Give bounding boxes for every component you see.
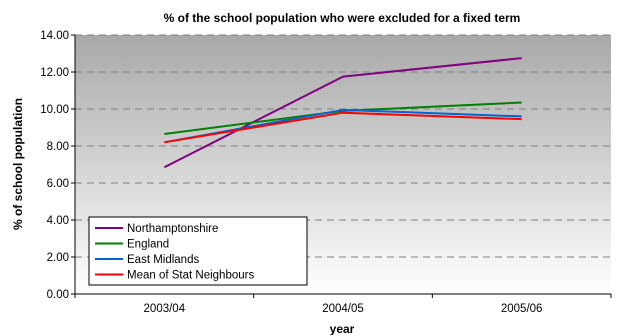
y-axis-ticks: 0.00 2.00 4.00 6.00 8.00 10.00 12.00 14.00 — [40, 30, 75, 301]
series-line-mean-of-stat-neighbours — [164, 111, 522, 144]
y-tick-label: 2.00 — [47, 252, 69, 264]
x-tick-label: 2004/05 — [322, 303, 364, 315]
legend-box — [88, 216, 308, 286]
y-tick-label: 10.00 — [40, 104, 69, 116]
x-axis-label: year — [330, 322, 355, 335]
x-axis-ticks: 2003/04 2004/05 2005/06 — [74, 294, 612, 315]
legend-label: Mean of Stat Neighbours — [127, 270, 254, 282]
y-tick-label: 8.00 — [47, 141, 69, 153]
x-tick-label: 2005/06 — [501, 303, 543, 315]
y-tick-label: 4.00 — [47, 215, 69, 227]
x-tick-label: 2003/04 — [144, 303, 186, 315]
chart-title: % of the school population who were excl… — [164, 11, 521, 25]
legend-label: Northamptonshire — [127, 223, 218, 235]
legend: Northamptonshire England East Midlands Mean… — [88, 216, 308, 286]
legend-label: England — [127, 239, 169, 251]
y-tick-label: 14.00 — [40, 30, 69, 42]
series-lines — [163, 57, 522, 169]
y-tick-label: 0.00 — [47, 289, 69, 301]
y-axis-label: % of school population — [11, 98, 25, 230]
legend-label: East Midlands — [127, 254, 199, 266]
y-tick-label: 6.00 — [47, 178, 69, 190]
series-line-northamptonshire — [163, 57, 522, 169]
y-tick-label: 12.00 — [40, 67, 69, 79]
